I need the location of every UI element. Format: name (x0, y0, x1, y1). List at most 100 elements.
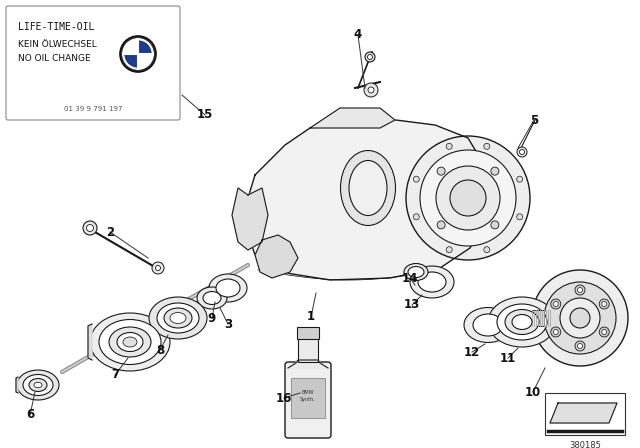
Circle shape (437, 221, 445, 229)
Ellipse shape (216, 279, 240, 297)
Bar (532, 310, 544, 326)
Circle shape (577, 288, 582, 293)
Text: 01 39 9 791 197: 01 39 9 791 197 (64, 106, 122, 112)
Polygon shape (550, 403, 617, 423)
Text: BMW
Synth.: BMW Synth. (300, 390, 316, 401)
Circle shape (450, 180, 486, 216)
Ellipse shape (17, 370, 59, 400)
Ellipse shape (488, 297, 556, 347)
Circle shape (553, 329, 558, 335)
Ellipse shape (464, 307, 512, 343)
Wedge shape (138, 54, 153, 69)
Circle shape (575, 285, 585, 295)
Bar (291, 378, 325, 418)
Circle shape (420, 150, 516, 246)
Ellipse shape (410, 266, 454, 298)
Ellipse shape (117, 332, 143, 352)
Ellipse shape (505, 310, 539, 335)
FancyBboxPatch shape (285, 362, 331, 438)
Ellipse shape (512, 314, 532, 329)
Circle shape (120, 36, 156, 72)
Ellipse shape (473, 314, 503, 336)
Ellipse shape (157, 303, 199, 333)
Circle shape (367, 55, 372, 60)
Text: 380185: 380185 (569, 441, 601, 448)
Ellipse shape (34, 382, 42, 388)
Polygon shape (310, 108, 395, 128)
Circle shape (413, 176, 419, 182)
Circle shape (553, 302, 558, 306)
Ellipse shape (123, 337, 137, 347)
Text: LIFE-TIME-OIL: LIFE-TIME-OIL (18, 22, 94, 32)
Circle shape (364, 83, 378, 97)
Ellipse shape (99, 319, 161, 365)
Polygon shape (255, 235, 298, 278)
Text: KEIN ÖLWECHSEL: KEIN ÖLWECHSEL (18, 40, 97, 49)
Ellipse shape (418, 272, 446, 292)
Ellipse shape (29, 379, 47, 392)
Circle shape (437, 167, 445, 175)
Ellipse shape (497, 304, 547, 340)
Circle shape (83, 221, 97, 235)
Text: 15: 15 (197, 108, 213, 121)
Bar (545, 393, 625, 435)
FancyBboxPatch shape (6, 6, 180, 120)
Circle shape (368, 87, 374, 93)
Circle shape (156, 266, 161, 271)
Ellipse shape (90, 313, 170, 371)
Ellipse shape (408, 267, 424, 277)
Text: NO OIL CHANGE: NO OIL CHANGE (18, 54, 91, 63)
Ellipse shape (203, 292, 221, 305)
Circle shape (599, 327, 609, 337)
Circle shape (365, 52, 375, 62)
Text: 14: 14 (402, 271, 418, 284)
Ellipse shape (109, 327, 151, 357)
Text: 1: 1 (307, 310, 315, 323)
Circle shape (484, 143, 490, 149)
Circle shape (484, 247, 490, 253)
Text: 6: 6 (26, 409, 34, 422)
Circle shape (436, 166, 500, 230)
Ellipse shape (164, 308, 192, 328)
Circle shape (86, 224, 93, 232)
Text: 12: 12 (464, 345, 480, 358)
Circle shape (570, 308, 590, 328)
Circle shape (413, 214, 419, 220)
Text: 9: 9 (208, 311, 216, 324)
Text: 10: 10 (525, 385, 541, 399)
Polygon shape (245, 118, 490, 280)
Wedge shape (124, 39, 138, 54)
Circle shape (575, 341, 585, 351)
Text: 3: 3 (224, 318, 232, 331)
Ellipse shape (149, 297, 207, 339)
Circle shape (152, 262, 164, 274)
Text: 5: 5 (530, 113, 538, 126)
Ellipse shape (23, 375, 53, 396)
Circle shape (446, 143, 452, 149)
Ellipse shape (209, 274, 247, 302)
Circle shape (551, 299, 561, 309)
Circle shape (491, 221, 499, 229)
Bar (297, 327, 319, 339)
Circle shape (602, 302, 607, 306)
Circle shape (544, 282, 616, 354)
Circle shape (516, 176, 523, 182)
Circle shape (517, 147, 527, 157)
Polygon shape (288, 360, 328, 368)
Ellipse shape (404, 263, 428, 280)
Circle shape (406, 136, 530, 260)
Circle shape (560, 298, 600, 338)
Circle shape (491, 167, 499, 175)
Text: 16: 16 (276, 392, 292, 405)
Circle shape (446, 247, 452, 253)
Wedge shape (124, 54, 138, 69)
Text: 13: 13 (404, 298, 420, 311)
Wedge shape (138, 39, 153, 54)
Circle shape (577, 344, 582, 349)
Circle shape (520, 150, 525, 155)
Circle shape (599, 299, 609, 309)
Text: 7: 7 (111, 369, 119, 382)
Circle shape (551, 327, 561, 337)
Text: 11: 11 (500, 352, 516, 365)
Polygon shape (88, 324, 92, 360)
